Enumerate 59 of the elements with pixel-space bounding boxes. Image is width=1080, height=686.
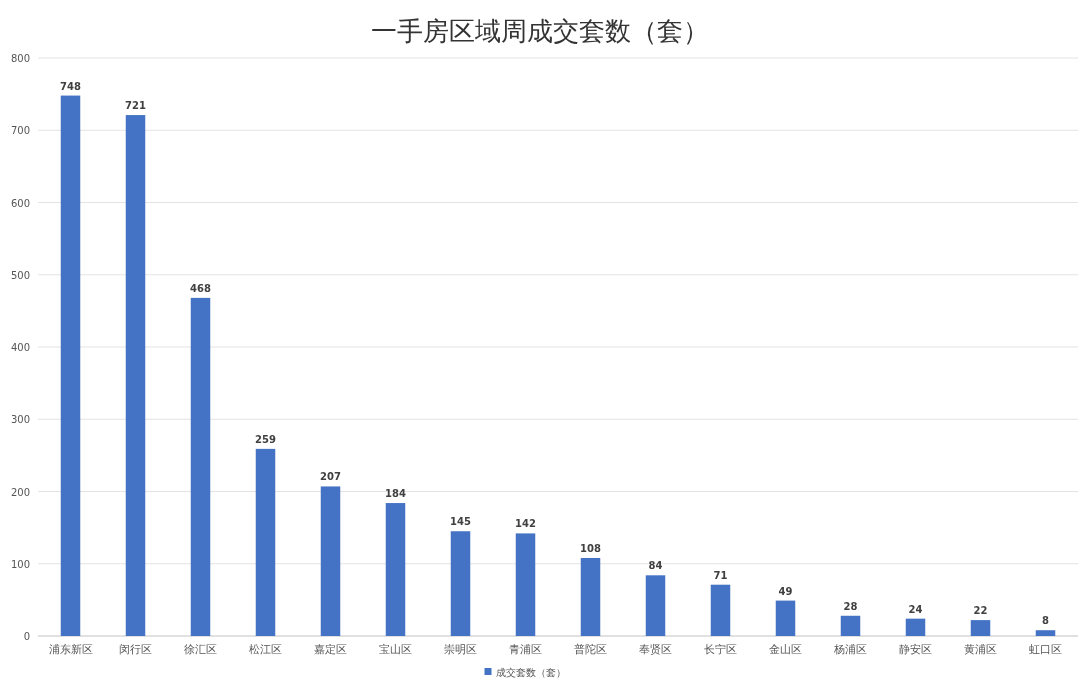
x-tick-label: 宝山区 [379, 643, 412, 656]
bar [190, 297, 211, 636]
data-label: 207 [320, 471, 341, 483]
data-label: 28 [843, 600, 858, 612]
legend-label: 成交套数（套） [495, 667, 566, 678]
bar [775, 600, 796, 636]
data-label: 8 [1042, 615, 1050, 627]
bar [710, 584, 731, 636]
chart-title: 一手房区域周成交套数（套） [371, 16, 709, 46]
bar [580, 557, 601, 636]
y-tick-label: 700 [10, 125, 30, 137]
bar [450, 531, 471, 636]
data-label: 22 [973, 605, 988, 617]
x-tick-label: 虹口区 [1029, 643, 1062, 656]
x-tick-label: 杨浦区 [833, 643, 867, 656]
data-label: 24 [908, 603, 923, 615]
data-label: 184 [385, 488, 406, 500]
x-tick-label: 崇明区 [444, 643, 477, 656]
x-tick-label: 嘉定区 [314, 643, 347, 656]
x-tick-label: 奉贤区 [639, 643, 672, 656]
x-tick-label: 黄浦区 [964, 643, 997, 656]
bar [125, 115, 146, 636]
data-label: 468 [190, 282, 211, 294]
x-tick-label: 静安区 [899, 643, 932, 656]
bar [970, 620, 991, 636]
data-label: 84 [648, 560, 663, 572]
x-tick-label: 普陀区 [574, 643, 607, 656]
x-tick-label: 闵行区 [119, 643, 152, 656]
y-tick-label: 200 [10, 486, 30, 498]
x-tick-label: 金山区 [769, 643, 802, 656]
data-label: 49 [778, 585, 793, 597]
bar [645, 575, 666, 636]
x-tick-label: 浦东新区 [48, 643, 93, 656]
data-label: 748 [60, 80, 81, 92]
y-tick-label: 300 [10, 414, 30, 426]
bar [320, 486, 341, 636]
x-tick-label: 青浦区 [509, 643, 542, 656]
data-label: 721 [125, 100, 146, 112]
bar [515, 533, 536, 636]
x-tick-label: 徐汇区 [184, 643, 217, 656]
x-tick-label: 松江区 [249, 643, 282, 656]
data-label: 142 [515, 518, 536, 530]
bar [255, 448, 276, 636]
y-tick-label: 0 [23, 631, 30, 642]
data-label: 145 [450, 516, 471, 528]
y-tick-label: 100 [10, 558, 30, 570]
x-tick-label: 长宁区 [704, 643, 737, 656]
y-tick-label: 500 [10, 269, 30, 281]
y-tick-label: 800 [10, 53, 30, 64]
data-label: 71 [713, 569, 728, 581]
bar [840, 615, 861, 636]
y-tick-label: 600 [10, 197, 30, 209]
y-tick-label: 400 [10, 342, 30, 353]
data-label: 259 [255, 433, 276, 445]
bar [1035, 630, 1056, 636]
bar [905, 618, 926, 636]
bar [385, 503, 406, 636]
data-label: 108 [580, 542, 601, 554]
bar [60, 95, 81, 636]
